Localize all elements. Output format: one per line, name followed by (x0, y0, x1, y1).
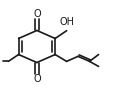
Text: O: O (33, 74, 41, 84)
Text: OH: OH (60, 17, 75, 27)
Text: O: O (33, 9, 41, 19)
